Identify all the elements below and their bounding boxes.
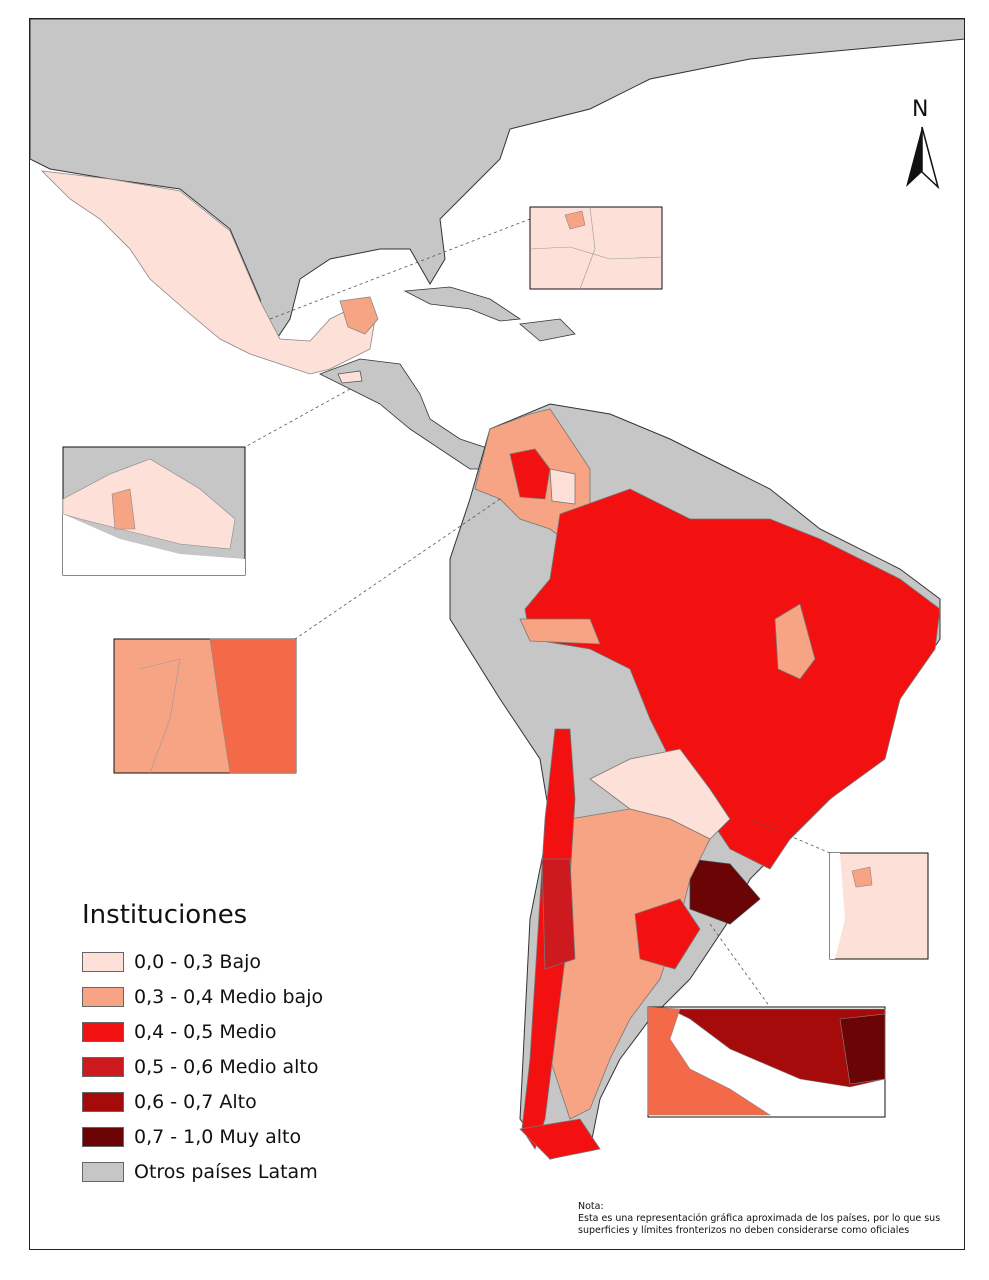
buenos-aires-region	[634, 898, 701, 970]
legend-item: 0,4 - 0,5 Medio	[82, 1014, 402, 1049]
el-salvador-region	[337, 370, 363, 384]
inset-el-salvador	[62, 388, 351, 576]
legend-label: 0,4 - 0,5 Medio	[134, 1020, 277, 1043]
hispaniola-island	[519, 318, 576, 342]
legend-swatch	[82, 951, 124, 972]
legend-label: 0,7 - 1,0 Muy alto	[134, 1125, 302, 1148]
legend-label: Otros países Latam	[134, 1160, 318, 1183]
north-label: N	[912, 97, 929, 122]
inset-uruguay	[647, 923, 886, 1118]
legend-swatch	[82, 1161, 124, 1182]
legend-item: 0,5 - 0,6 Medio alto	[82, 1049, 402, 1084]
cuba-island	[403, 286, 522, 322]
legend-swatch	[82, 986, 124, 1007]
map-legend: Instituciones 0,0 - 0,3 Bajo 0,3 - 0,4 Me…	[82, 900, 402, 1189]
legend-item: 0,0 - 0,3 Bajo	[82, 944, 402, 979]
colombia-medio-region	[509, 448, 551, 500]
inset-paraguay	[749, 818, 929, 960]
tierra-del-fuego-region	[519, 1118, 601, 1160]
legend-label: 0,3 - 0,4 Medio bajo	[134, 985, 324, 1008]
note-line-2: superficies y límites fronterizos no deb…	[578, 1225, 910, 1236]
uruguay-region	[689, 858, 761, 925]
map-canvas	[30, 19, 964, 1160]
legend-item: Otros países Latam	[82, 1154, 402, 1189]
north-arrow: N	[902, 97, 942, 189]
legend-swatch	[82, 1091, 124, 1112]
brazil-west-region	[519, 618, 601, 645]
inset-mexico	[269, 206, 663, 320]
brazil-region	[524, 488, 941, 870]
legend-title: Instituciones	[82, 900, 248, 930]
legend-swatch	[82, 1021, 124, 1042]
legend-label: 0,6 - 0,7 Alto	[134, 1090, 257, 1113]
legend-item: 0,3 - 0,4 Medio bajo	[82, 979, 402, 1014]
yucatan-region	[339, 296, 379, 335]
map-note: Nota: Esta es una representación gráfica…	[578, 1201, 958, 1237]
legend-item: 0,7 - 1,0 Muy alto	[82, 1119, 402, 1154]
north-arrow-icon	[906, 126, 940, 189]
legend-swatch	[82, 1126, 124, 1147]
note-heading: Nota:	[578, 1201, 604, 1212]
brazil-medio-bajo-region	[774, 603, 816, 680]
mexico-landmass	[40, 170, 376, 375]
north-america-landmass	[30, 19, 964, 351]
inset-colombia	[113, 498, 501, 774]
colombia-bajo-region	[549, 468, 576, 505]
map-frame: N	[29, 18, 965, 1250]
legend-label: 0,0 - 0,3 Bajo	[134, 950, 261, 973]
legend-items: 0,0 - 0,3 Bajo 0,3 - 0,4 Medio bajo 0,4 - …	[82, 944, 402, 1189]
legend-item: 0,6 - 0,7 Alto	[82, 1084, 402, 1119]
legend-label: 0,5 - 0,6 Medio alto	[134, 1055, 319, 1078]
legend-swatch	[82, 1056, 124, 1077]
chile-medio-alto-region	[541, 858, 576, 970]
note-line-1: Esta es una representación gráfica aprox…	[578, 1213, 941, 1224]
